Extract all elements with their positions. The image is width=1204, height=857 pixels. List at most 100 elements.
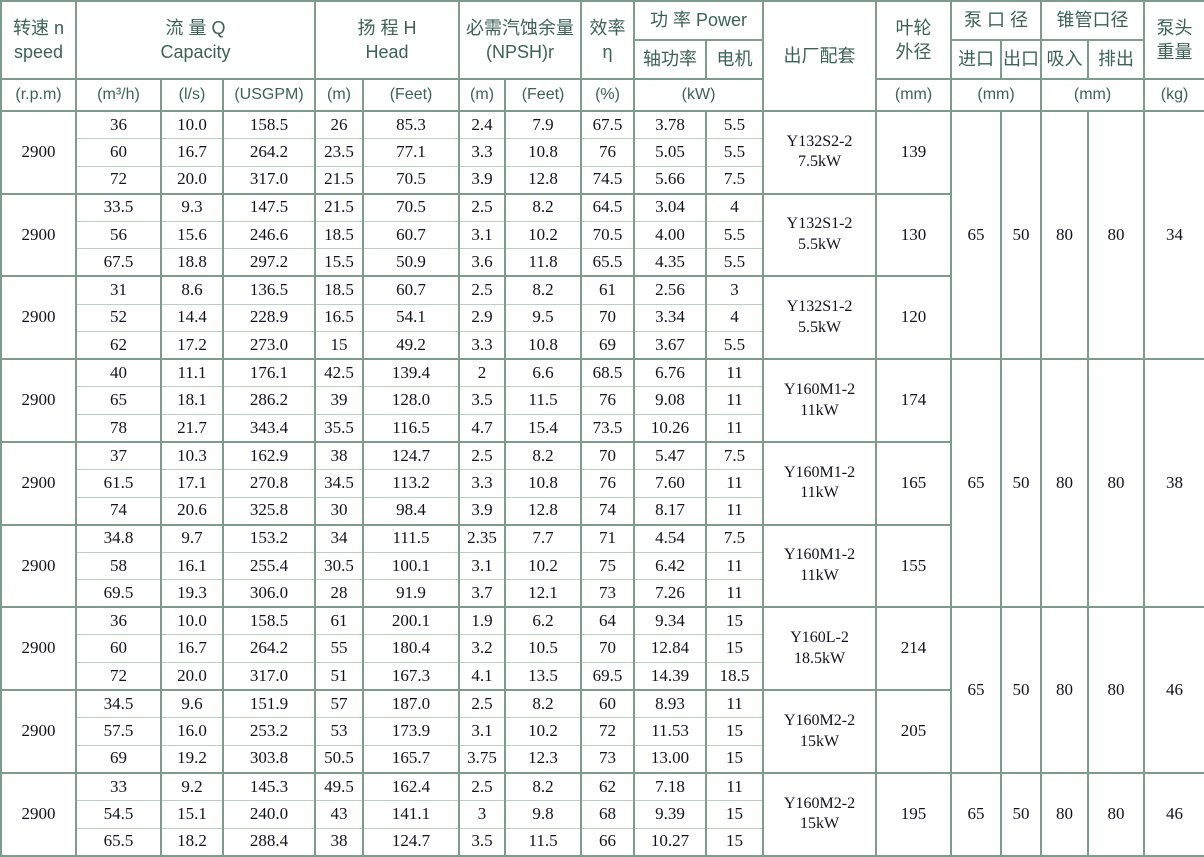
shaft-power-cell: 14.39 <box>633 662 708 691</box>
capacity-m3h-cell: 61.5 <box>75 469 162 498</box>
head-m-cell: 53 <box>314 717 365 746</box>
efficiency-cell: 70 <box>580 440 636 471</box>
capacity-usgpm-cell: 264.2 <box>221 634 317 664</box>
efficiency-cell: 75 <box>580 551 636 581</box>
capacity-usgpm-cell: 246.6 <box>221 220 317 250</box>
head-m-cell: 23.5 <box>314 138 365 167</box>
npsh-feet-cell: 8.2 <box>504 771 583 801</box>
impeller-diameter-cell: 214 <box>875 606 953 691</box>
header-inlet: 进口 <box>950 39 1003 80</box>
capacity-m3h-cell: 65.5 <box>75 827 162 857</box>
capacity-usgpm-cell: 303.8 <box>221 744 317 774</box>
efficiency-cell: 68.5 <box>580 358 636 388</box>
head-feet-cell: 70.5 <box>362 192 461 222</box>
motor-power-cell: 7.5 <box>705 165 765 195</box>
head-feet-cell: 111.5 <box>362 523 461 553</box>
shaft-power-cell: 3.67 <box>633 331 708 360</box>
header-pump-weight: 泵头 重量 <box>1143 0 1204 80</box>
npsh-m-cell: 2.5 <box>458 440 507 471</box>
npsh-m-cell: 3.5 <box>458 827 507 857</box>
shaft-power-cell: 8.17 <box>633 496 708 526</box>
header-head: 扬 程 H Head <box>314 0 461 80</box>
capacity-usgpm-cell: 147.5 <box>221 192 317 222</box>
npsh-feet-cell: 12.8 <box>504 165 583 195</box>
unit-speed: (r.p.m) <box>0 78 77 112</box>
unit-impeller: (mm) <box>875 78 953 112</box>
head-feet-cell: 124.7 <box>362 440 461 471</box>
shaft-power-cell: 5.66 <box>633 165 708 195</box>
capacity-ls-cell: 9.2 <box>160 771 224 801</box>
capacity-usgpm-cell: 228.9 <box>221 303 317 333</box>
capacity-usgpm-cell: 325.8 <box>221 496 317 526</box>
npsh-m-cell: 3.1 <box>458 551 507 581</box>
head-feet-cell: 98.4 <box>362 496 461 526</box>
npsh-m-cell: 3.6 <box>458 248 507 277</box>
shaft-power-cell: 3.04 <box>633 192 708 222</box>
efficiency-cell: 69 <box>580 331 636 360</box>
table-row: 2900 37 10.3 162.9 38 124.7 2.5 8.2 70 5.47 7.5 Y16… <box>0 440 1204 526</box>
head-m-cell: 15.5 <box>314 248 365 277</box>
inlet-diameter-cell: 65 <box>950 358 1003 608</box>
capacity-usgpm-cell: 255.4 <box>221 551 317 581</box>
npsh-feet-cell: 13.5 <box>504 662 583 691</box>
table-row: 74 20.6 325.8 30 98.4 3.9 12.8 74 8.17 11 <box>1 496 1204 526</box>
efficiency-cell: 74.5 <box>580 165 636 195</box>
unit-efficiency: (%) <box>580 78 636 112</box>
head-m-cell: 15 <box>314 331 365 360</box>
shaft-power-cell: 10.27 <box>633 827 708 857</box>
capacity-m3h-cell: 36 <box>75 110 162 140</box>
unit-power: (kW) <box>633 78 765 112</box>
head-feet-cell: 124.7 <box>362 827 461 857</box>
impeller-diameter-cell: 130 <box>875 192 953 277</box>
motor-power-cell: 15 <box>705 717 765 746</box>
header-npsh: 必需汽蚀余量 (NPSH)r <box>458 0 583 80</box>
capacity-ls-cell: 19.3 <box>160 579 224 608</box>
model-cell: Y132S2-2 7.5kW <box>762 110 878 195</box>
head-m-cell: 30 <box>314 496 365 526</box>
efficiency-cell: 76 <box>580 469 636 498</box>
npsh-feet-cell: 9.5 <box>504 303 583 333</box>
model-cell: Y160L-2 18.5kW <box>762 606 878 691</box>
capacity-m3h-cell: 31 <box>75 275 162 305</box>
efficiency-cell: 68 <box>580 799 636 829</box>
capacity-m3h-cell: 36 <box>75 606 162 636</box>
capacity-ls-cell: 16.0 <box>160 717 224 746</box>
table-row: 69 19.2 303.8 50.5 165.7 3.75 12.3 73 13.00 15 <box>1 744 1204 774</box>
npsh-m-cell: 3 <box>458 799 507 829</box>
unit-npsh-m: (m) <box>458 78 507 112</box>
capacity-usgpm-cell: 317.0 <box>221 165 317 195</box>
head-m-cell: 34 <box>314 523 365 553</box>
speed-cell: 2900 <box>0 689 77 774</box>
table-row: 61.5 17.1 270.8 34.5 113.2 3.3 10.8 76 7.60 11 <box>1 469 1204 498</box>
unit-npsh-feet: (Feet) <box>504 78 583 112</box>
efficiency-cell: 70.5 <box>580 220 636 250</box>
head-m-cell: 34.5 <box>314 469 365 498</box>
capacity-m3h-cell: 74 <box>75 496 162 526</box>
capacity-usgpm-cell: 317.0 <box>221 662 317 691</box>
npsh-feet-cell: 11.5 <box>504 827 583 857</box>
shaft-power-cell: 8.93 <box>633 689 708 719</box>
impeller-diameter-cell: 155 <box>875 523 953 608</box>
head-feet-cell: 200.1 <box>362 606 461 636</box>
capacity-ls-cell: 20.0 <box>160 165 224 195</box>
motor-power-cell: 11 <box>705 358 765 388</box>
capacity-ls-cell: 16.7 <box>160 138 224 167</box>
head-feet-cell: 180.4 <box>362 634 461 664</box>
header-cone-ports: 锥管口径 <box>1040 0 1146 41</box>
speed-cell: 2900 <box>0 523 77 608</box>
shaft-power-cell: 10.26 <box>633 413 708 443</box>
capacity-m3h-cell: 54.5 <box>75 799 162 829</box>
suction-diameter-cell: 80 <box>1040 606 1090 774</box>
head-feet-cell: 173.9 <box>362 717 461 746</box>
motor-power-cell: 4 <box>705 192 765 222</box>
capacity-m3h-cell: 69.5 <box>75 579 162 608</box>
efficiency-cell: 67.5 <box>580 110 636 140</box>
npsh-feet-cell: 10.2 <box>504 551 583 581</box>
motor-power-cell: 11 <box>705 496 765 526</box>
npsh-m-cell: 3.5 <box>458 386 507 415</box>
efficiency-cell: 64 <box>580 606 636 636</box>
head-feet-cell: 128.0 <box>362 386 461 415</box>
suction-diameter-cell: 80 <box>1040 109 1090 360</box>
head-m-cell: 61 <box>314 606 365 636</box>
